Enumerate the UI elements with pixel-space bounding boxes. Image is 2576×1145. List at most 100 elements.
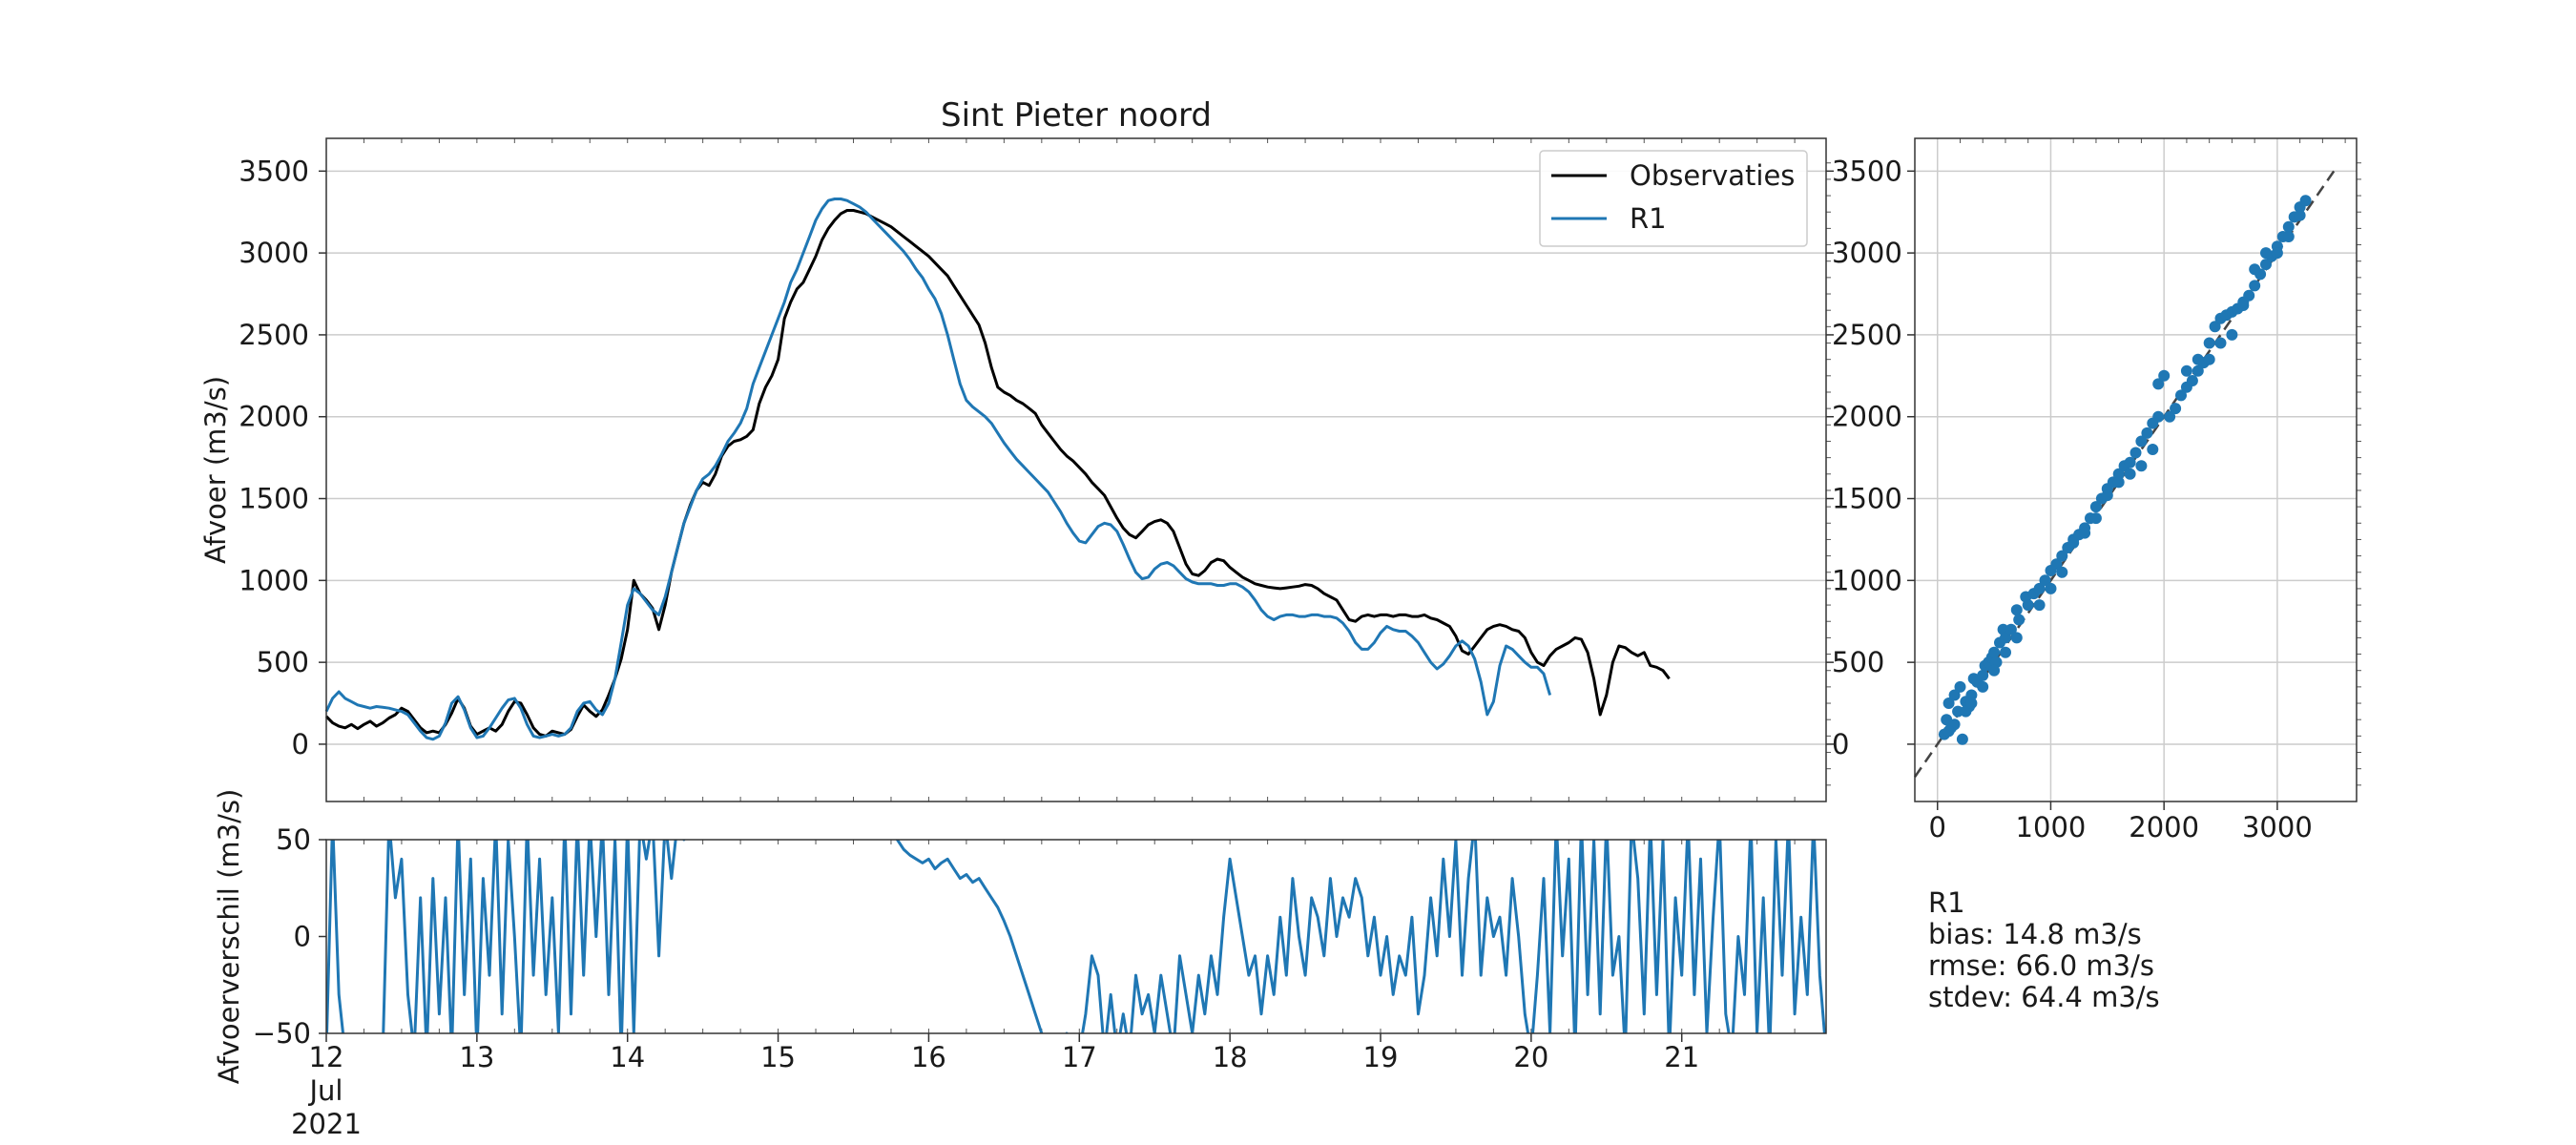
x-tick-label: 18 [1213,1041,1248,1073]
x-tick-label: 2000 [2129,811,2199,843]
scatter-point [2186,375,2198,386]
chart-title: Sint Pieter noord [941,96,1212,135]
scatter-chart: 0 1000 2000 3000 [1907,137,2361,843]
legend-label: R1 [1630,202,1667,235]
scatter-point [2299,195,2312,207]
scatter-point [2013,614,2025,626]
scatter-point [1942,725,1955,738]
scatter-point [2101,489,2113,502]
x-tick-label: 20 [1513,1041,1548,1073]
scatter-point [2129,447,2142,459]
x-tick-label: 3000 [2242,811,2313,843]
scatter-point [2271,247,2283,260]
scatter-point [2050,558,2063,571]
scatter-point [2249,263,2261,276]
x-tick-label: 13 [459,1041,494,1073]
scatter-point [2135,435,2148,448]
scatter-point [2045,582,2057,594]
y-tick-label-right: 1000 [1832,564,1902,596]
stats-bias: bias: 14.8 m3/s [1928,918,2142,950]
stats-stdev: stdev: 64.4 m3/s [1928,981,2160,1013]
scatter-point [2005,623,2017,635]
stats-rmse: rmse: 66.0 m3/s [1928,949,2154,982]
y-tick-label-right: 0 [1832,728,1849,760]
scatter-point [1960,705,1972,718]
scatter-point [2135,460,2148,472]
scatter-point [1977,680,1989,693]
scatter-point [2226,328,2238,341]
x-tick-label: 12 [309,1041,344,1073]
legend-label: Observaties [1630,159,1795,192]
y-axis-label: Afvoerverschil (m3/s) [213,789,245,1085]
y-tick-label-right: 2500 [1832,319,1902,351]
scatter-point [2039,574,2051,587]
y-tick-label: 2500 [239,319,309,351]
scatter-point [2141,427,2153,439]
y-tick-label-right: 1500 [1832,483,1902,515]
scatter-point [2237,296,2250,308]
y-tick-label: 0 [292,728,309,760]
scatter-point [2260,247,2272,260]
scatter-point [2033,599,2046,612]
plot-frame [325,137,1827,802]
scatter-point [2209,321,2221,333]
y-tick-label: 500 [257,646,309,678]
scatter-point [2282,220,2295,233]
scatter-point [1988,664,2001,677]
x-tick-label: 14 [610,1041,645,1073]
scatter-point [2022,599,2034,612]
scatter-point [2192,353,2204,365]
scatter-point [2203,353,2215,365]
y-tick-label-right: 3500 [1832,155,1902,187]
scatter-point [2214,337,2227,349]
y-tick-label: 1500 [239,483,309,515]
scatter-point [2010,604,2023,616]
x-tick-label: 19 [1363,1041,1399,1073]
series-line [324,198,1552,741]
scatter-point [2152,410,2165,423]
y-tick-label-right: 3000 [1832,237,1902,269]
scatter-point [1965,697,1978,709]
scatter-point [2175,389,2187,402]
scatter-point [2124,456,2136,468]
scatter-point [1956,733,1968,745]
y-axis-label: Afvoer (m3/s) [199,376,232,564]
x-tick-label: 15 [760,1041,796,1073]
scatter-point [1952,705,1964,718]
scatter-point [1965,689,1978,701]
y-tick-label-right: 2000 [1832,401,1902,433]
scatter-point [1948,689,1961,701]
x-tick-label: 16 [911,1041,946,1073]
scatter-point [2124,468,2136,480]
x-tick-month-label: Jul [308,1074,343,1107]
scatter-point [2203,337,2215,349]
y-tick-label: 3500 [239,155,309,187]
scatter-point [2158,369,2171,382]
y-tick-label: 3000 [239,237,309,269]
difference-line [326,840,1826,1033]
scatter-point [2089,501,2102,513]
scatter-point [2180,364,2192,377]
scatter-point [1977,669,1989,681]
y-tick-label: 2000 [239,401,309,433]
scatter-point [2112,476,2125,489]
scatter-point [2056,550,2068,562]
x-tick-year-label: 2021 [291,1108,362,1140]
x-tick-label: 0 [1929,811,1946,843]
scatter-point [2112,468,2125,480]
discharge-chart: 0 0 500 500 1000 1000 1500 1500 2000 2000 2500 2500… [199,96,1902,802]
scatter-point [1988,646,2001,658]
scatter-point [2033,582,2046,594]
scatter-point [2164,410,2176,423]
scatter-point [1954,680,1966,693]
plot-frame [325,839,1827,1034]
x-tick-label: 21 [1664,1041,1699,1073]
scatter-point [2056,566,2068,578]
scatter-point [2079,527,2091,539]
scatter-point [2000,632,2011,644]
y-tick-label: 50 [276,823,311,856]
scatter-point [2152,378,2165,390]
y-tick-label: 0 [294,921,311,953]
scatter-point [2170,403,2182,415]
